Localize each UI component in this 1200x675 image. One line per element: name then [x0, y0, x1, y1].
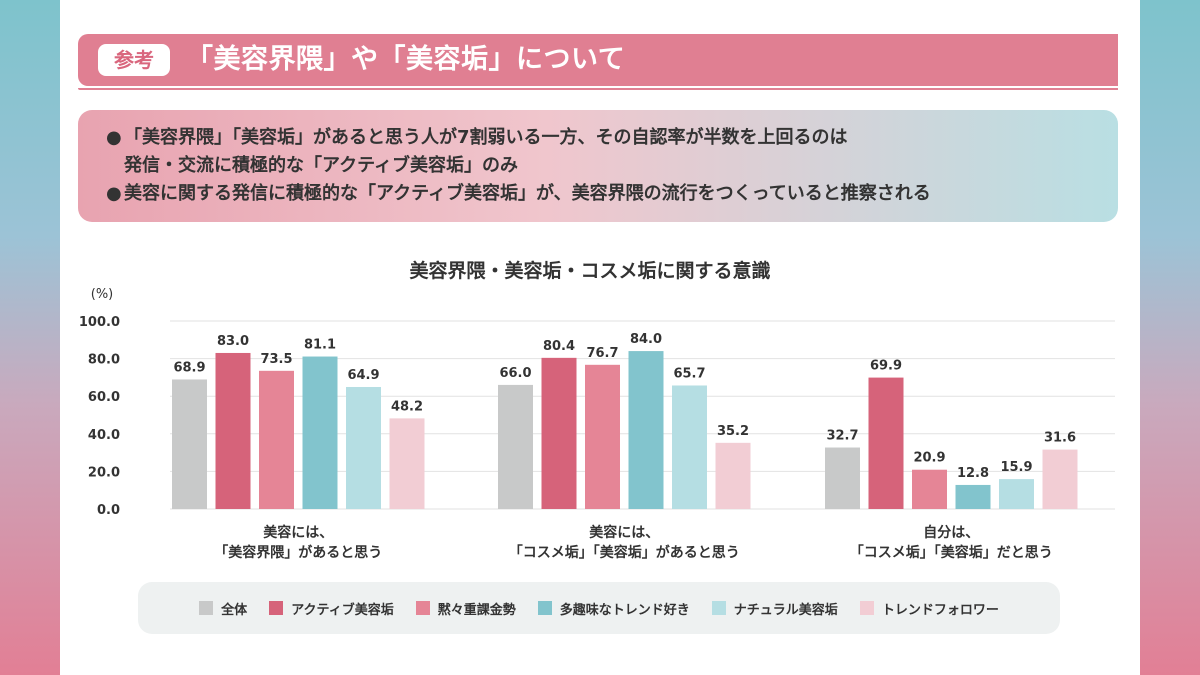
bar-chart: 美容界隈・美容垢・コスメ垢に関する意識 (%) 100.0 80.0 60.0 40.… [79, 259, 1115, 561]
y-axis-ticks: 100.0 80.0 60.0 40.0 20.0 0.0 [79, 315, 120, 518]
y-axis-unit: (%) [91, 287, 114, 302]
legend-label: 全体 [221, 602, 248, 618]
title-bar [78, 34, 1118, 86]
bar-value-label: 31.6 [1044, 431, 1076, 446]
bar [541, 357, 577, 509]
legend-label: 黙々重課金勢 [437, 602, 516, 618]
bar-value-label: 76.7 [586, 346, 618, 361]
bar-value-label: 80.4 [543, 339, 575, 354]
bar-value-label: 15.9 [1000, 460, 1032, 475]
bar [585, 364, 620, 509]
bar-value-label: 32.7 [826, 429, 858, 444]
bar [259, 370, 294, 509]
bar [172, 379, 207, 509]
bar [672, 385, 707, 509]
chart-title: 美容界隈・美容垢・コスメ垢に関する意識 [409, 259, 770, 282]
x-category-label: 自分は、 [923, 524, 979, 541]
bar [955, 484, 991, 509]
summary-line-2: 美容に関する発信に積極的な「アクティブ美容垢」が、美容界隈の流行をつくっていると… [124, 183, 931, 204]
bar-value-label: 84.0 [630, 332, 662, 347]
reference-tag: 参考 [98, 44, 170, 76]
x-axis-category-labels: 美容には、「美容界隈」があると思う美容には、「コスメ垢」「美容垢」があると思う自… [214, 524, 1053, 561]
summary-line-1-cont: 発信・交流に積極的な「アクティブ美容垢」のみ [124, 155, 519, 176]
bar [868, 377, 904, 509]
summary-box: ● 「美容界隈」「美容垢」があると思う人が7割弱いる一方、その自認率が半数を上回… [78, 110, 1118, 222]
legend-label: アクティブ美容垢 [291, 602, 394, 618]
legend-swatch [199, 601, 214, 615]
legend-label: ナチュラル美容垢 [733, 602, 838, 618]
bar [628, 351, 664, 509]
bar-value-label: 73.5 [260, 352, 292, 367]
legend-item: 多趣味なトレンド好き [537, 599, 690, 618]
bar [302, 356, 338, 509]
page-title: 「美容界隈」や「美容垢」について [186, 44, 626, 75]
x-category-label: 「コスメ垢」「美容垢」だと思う [850, 544, 1053, 561]
x-category-label: 「コスメ垢」「美容垢」があると思う [509, 544, 740, 561]
y-tick-label: 80.0 [88, 353, 120, 368]
bar-value-label: 48.2 [391, 399, 423, 414]
y-tick-label: 100.0 [79, 315, 120, 330]
bar [215, 352, 251, 509]
bar [912, 469, 947, 509]
bar-value-label: 81.1 [304, 338, 336, 353]
x-category-label: 美容には、 [589, 524, 659, 541]
x-category-label: 「美容界隈」があると思う [214, 544, 382, 561]
bar [999, 479, 1034, 509]
bar-value-label: 20.9 [913, 451, 945, 466]
legend-label: 多趣味なトレンド好き [559, 602, 690, 618]
bar-value-labels: 68.9 83.0 73.5 81.1 64.9 48.2 66.0 80.4 76.7 84.0… [173, 332, 1076, 481]
bullet-icon: ● [106, 183, 122, 204]
bar [825, 447, 860, 509]
bars [172, 351, 1078, 509]
legend-swatch [269, 601, 284, 615]
legend-item: アクティブ美容垢 [269, 599, 394, 618]
slide-page: 参考 「美容界隈」や「美容垢」について ● 「美容界隈」「美容垢」があると思う人… [60, 0, 1140, 675]
chart-area: 美容界隈・美容垢・コスメ垢に関する意識 (%) 100.0 80.0 60.0 40.… [60, 250, 1140, 650]
legend-label: トレンドフォロワー [881, 602, 999, 618]
y-tick-label: 40.0 [88, 428, 120, 443]
bar-value-label: 68.9 [173, 360, 205, 375]
legend-item: ナチュラル美容垢 [711, 599, 838, 618]
x-category-label: 美容には、 [263, 524, 333, 541]
legend-swatch [859, 601, 874, 615]
legend-swatch [537, 601, 552, 615]
bar [346, 386, 381, 509]
bullet-icon: ● [106, 127, 122, 148]
summary-item-1: ● 「美容界隈」「美容垢」があると思う人が7割弱いる一方、その自認率が半数を上回… [106, 124, 1118, 180]
legend: 全体 アクティブ美容垢 黙々重課金勢 多趣味なトレンド好き ナチュラル美容垢 トレンドフォ… [138, 582, 1060, 634]
bar-value-label: 66.0 [499, 366, 531, 381]
bar-value-label: 64.9 [347, 368, 379, 383]
legend-item: 全体 [199, 599, 247, 618]
bar-value-label: 35.2 [717, 424, 749, 439]
bar-value-label: 83.0 [217, 334, 249, 349]
legend-item: トレンドフォロワー [859, 599, 999, 618]
legend-swatch [415, 601, 430, 615]
bar [389, 418, 425, 509]
bar [715, 442, 751, 509]
y-tick-label: 60.0 [88, 390, 120, 405]
summary-item-2: ● 美容に関する発信に積極的な「アクティブ美容垢」が、美容界隈の流行をつくってい… [106, 180, 1118, 208]
legend-swatch [711, 601, 726, 615]
bar-value-label: 12.8 [957, 466, 989, 481]
bar-value-label: 65.7 [673, 366, 705, 381]
bar [1042, 449, 1078, 509]
bar-value-label: 69.9 [870, 359, 902, 374]
y-tick-label: 20.0 [88, 465, 120, 480]
title-underline [78, 88, 1118, 90]
y-tick-label: 0.0 [97, 503, 120, 518]
bar [498, 384, 533, 509]
summary-line-1: 「美容界隈」「美容垢」があると思う人が7割弱いる一方、その自認率が半数を上回るの… [124, 127, 848, 148]
legend-item: 黙々重課金勢 [415, 599, 516, 618]
